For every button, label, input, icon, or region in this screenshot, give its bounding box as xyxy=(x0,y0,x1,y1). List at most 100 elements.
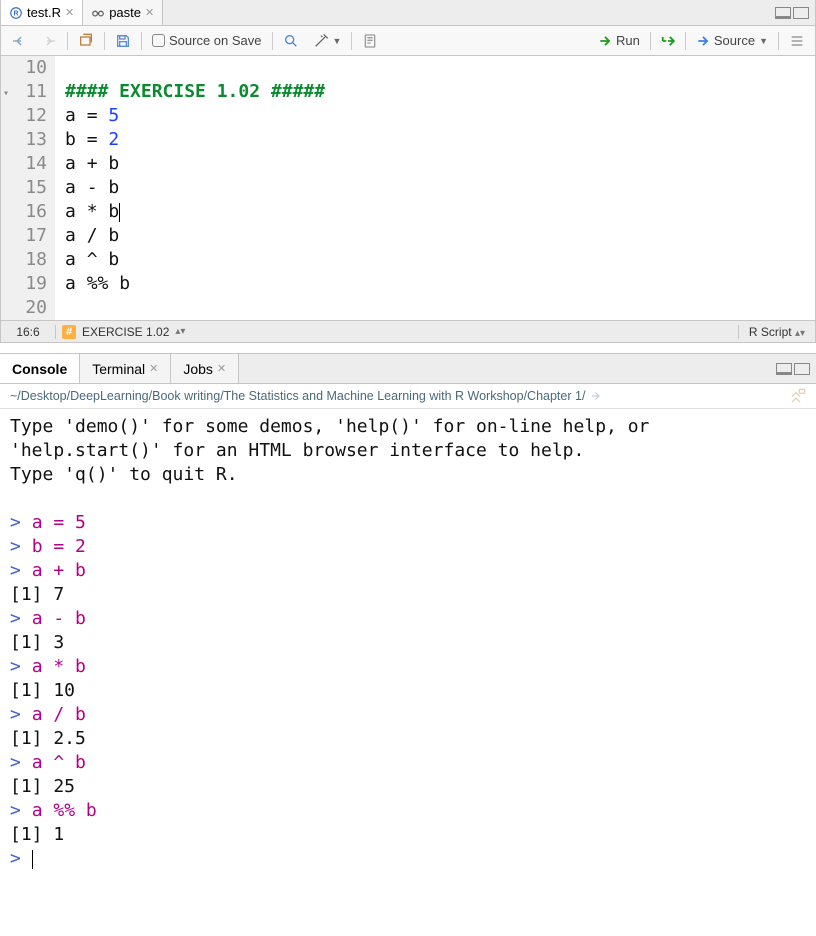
tab-label: paste xyxy=(109,5,141,20)
console-line: 'help.start()' for an HTML browser inter… xyxy=(10,439,806,463)
console-line: [1] 10 xyxy=(10,679,806,703)
popout-icon xyxy=(78,33,94,49)
search-icon xyxy=(283,33,299,49)
code-line[interactable]: a - b xyxy=(65,176,815,200)
arrow-right-icon xyxy=(41,33,57,49)
clear-console-icon[interactable] xyxy=(790,388,806,404)
back-button[interactable] xyxy=(7,31,31,51)
source-arrow-icon xyxy=(696,34,710,48)
run-arrow-icon xyxy=(598,34,612,48)
console-pane: Console Terminal ✕ Jobs ✕ ~/Desktop/DeepLear… xyxy=(0,353,816,877)
close-tab-icon[interactable]: ✕ xyxy=(65,6,74,19)
console-tab[interactable]: Console xyxy=(0,354,80,383)
editor-tab-row: Rtest.R✕paste✕ xyxy=(1,0,815,26)
editor-tab[interactable]: paste ✕ xyxy=(83,0,163,25)
console-output[interactable]: Type 'demo()' for some demos, 'help()' f… xyxy=(0,409,816,877)
editor-pane: Rtest.R✕paste✕ Source on Save xyxy=(0,0,816,343)
updown-icon: ▴▾ xyxy=(795,328,805,339)
code-editor[interactable]: 1011121314151617181920 #### EXERCISE 1.0… xyxy=(1,56,815,320)
code-line[interactable]: a / b xyxy=(65,224,815,248)
rerun-button[interactable] xyxy=(657,32,679,50)
forward-button[interactable] xyxy=(37,31,61,51)
maximize-pane-icon[interactable] xyxy=(793,7,809,19)
save-button[interactable] xyxy=(111,31,135,51)
console-line: > a / b xyxy=(10,703,806,727)
console-tab[interactable]: Jobs ✕ xyxy=(171,354,239,383)
code-line[interactable] xyxy=(65,296,815,320)
source-on-save-label: Source on Save xyxy=(169,33,262,48)
editor-tab[interactable]: Rtest.R✕ xyxy=(1,0,83,25)
console-line: > a ^ b xyxy=(10,751,806,775)
pane-window-controls[interactable] xyxy=(776,363,816,375)
console-line: > a - b xyxy=(10,607,806,631)
line-gutter: 1011121314151617181920 xyxy=(1,56,55,320)
code-line[interactable]: a ^ b xyxy=(65,248,815,272)
console-working-dir[interactable]: ~/Desktop/DeepLearning/Book writing/The … xyxy=(0,384,816,409)
maximize-pane-icon[interactable] xyxy=(794,363,810,375)
console-line xyxy=(10,487,806,511)
section-label: EXERCISE 1.02 xyxy=(82,325,169,339)
console-tab[interactable]: Terminal ✕ xyxy=(80,354,171,383)
console-line: [1] 25 xyxy=(10,775,806,799)
wand-icon xyxy=(313,33,329,49)
code-line[interactable]: a = 5 xyxy=(65,104,815,128)
editor-statusbar: 16:6 # EXERCISE 1.02 ▴▾ R Script ▴▾ xyxy=(1,320,815,342)
console-path-text: ~/Desktop/DeepLearning/Book writing/The … xyxy=(10,389,585,403)
console-line: > a = 5 xyxy=(10,511,806,535)
code-line[interactable]: #### EXERCISE 1.02 ##### xyxy=(65,80,815,104)
outline-icon xyxy=(789,33,805,49)
save-icon xyxy=(115,33,131,49)
section-nav[interactable]: # EXERCISE 1.02 ▴▾ xyxy=(55,325,738,339)
source-button[interactable]: Source ▼ xyxy=(692,31,772,50)
tab-label: Jobs xyxy=(183,361,213,377)
svg-text:R: R xyxy=(13,10,18,17)
chevron-down-icon: ▼ xyxy=(759,36,768,46)
code-content[interactable]: #### EXERCISE 1.02 #####a = 5b = 2a + ba… xyxy=(55,56,815,320)
show-in-new-window-button[interactable] xyxy=(74,31,98,51)
close-tab-icon[interactable]: ✕ xyxy=(149,362,158,375)
compile-report-button[interactable] xyxy=(358,31,382,51)
run-button[interactable]: Run xyxy=(594,31,644,50)
console-tab-row: Console Terminal ✕ Jobs ✕ xyxy=(0,354,816,384)
source-on-save-toggle[interactable]: Source on Save xyxy=(148,31,266,50)
minimize-pane-icon[interactable] xyxy=(776,363,792,375)
close-tab-icon[interactable]: ✕ xyxy=(217,362,226,375)
glasses-icon xyxy=(91,6,105,20)
find-button[interactable] xyxy=(279,31,303,51)
code-line[interactable]: a %% b xyxy=(65,272,815,296)
goto-dir-icon[interactable] xyxy=(589,389,603,403)
arrow-left-icon xyxy=(11,33,27,49)
tab-label: Console xyxy=(12,361,67,377)
console-line: > xyxy=(10,847,806,871)
console-line: [1] 1 xyxy=(10,823,806,847)
pane-window-controls[interactable] xyxy=(775,7,815,19)
minimize-pane-icon[interactable] xyxy=(775,7,791,19)
code-line[interactable]: a + b xyxy=(65,152,815,176)
updown-icon: ▴▾ xyxy=(175,326,185,337)
rerun-icon xyxy=(661,34,675,48)
source-label: Source xyxy=(714,33,755,48)
console-line: > b = 2 xyxy=(10,535,806,559)
language-mode[interactable]: R Script ▴▾ xyxy=(738,325,815,339)
close-tab-icon[interactable]: ✕ xyxy=(145,6,154,19)
run-label: Run xyxy=(616,33,640,48)
code-tools-button[interactable]: ▼ xyxy=(309,31,346,51)
console-line: > a + b xyxy=(10,559,806,583)
checkbox-icon xyxy=(152,34,165,47)
cursor-position: 16:6 xyxy=(1,325,55,339)
console-line: > a %% b xyxy=(10,799,806,823)
console-line: Type 'q()' to quit R. xyxy=(10,463,806,487)
section-hash-icon: # xyxy=(62,325,76,339)
code-line[interactable]: a * b xyxy=(65,200,815,224)
notebook-icon xyxy=(362,33,378,49)
console-line: [1] 7 xyxy=(10,583,806,607)
chevron-down-icon: ▼ xyxy=(333,36,342,46)
outline-button[interactable] xyxy=(785,31,809,51)
tab-label: Terminal xyxy=(92,361,145,377)
console-line: [1] 3 xyxy=(10,631,806,655)
r-file-icon: R xyxy=(9,6,23,20)
code-line[interactable] xyxy=(65,56,815,80)
console-line: Type 'demo()' for some demos, 'help()' f… xyxy=(10,415,806,439)
console-line: [1] 2.5 xyxy=(10,727,806,751)
code-line[interactable]: b = 2 xyxy=(65,128,815,152)
